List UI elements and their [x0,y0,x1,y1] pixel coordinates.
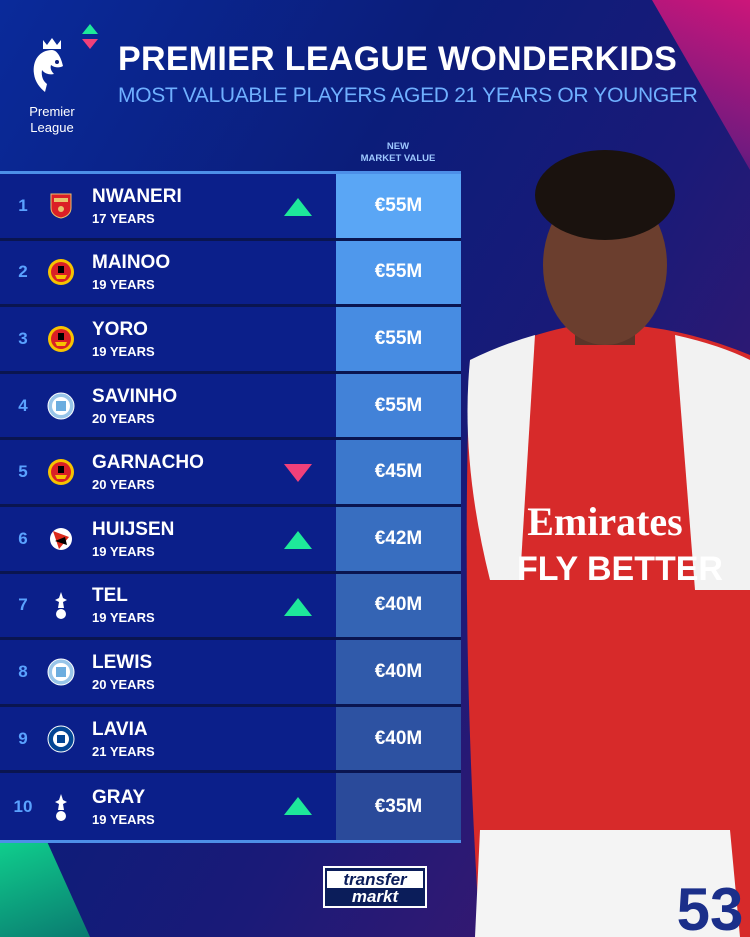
logo-text-2: League [30,120,74,135]
player-name: GRAY [92,786,146,808]
player-cell: 7 TEL 19 YEARS [0,573,336,638]
column-header-line-2: MARKET VALUE [360,153,436,164]
player-photo: Emirates FLY BETTER 53 [466,150,750,937]
manchester-united-crest-icon [46,257,76,287]
trend-down-icon [284,464,312,483]
rank: 6 [18,528,28,548]
bournemouth-crest-icon [46,524,76,554]
transfermarkt-logo: transfer markt [323,866,427,908]
rank: 3 [18,328,28,348]
trend-up-icon [284,198,312,216]
player-cell: 1 NWANERI 17 YEARS [0,174,336,238]
page-title: PREMIER LEAGUE WONDERKIDS [118,40,678,78]
market-value: €35M [336,773,461,840]
market-value: €42M [336,506,461,571]
table-row: 8 LEWIS 20 YEARS €40M [0,640,461,707]
player-age: 19 YEARS [92,277,155,293]
market-value: €55M [336,373,461,438]
table-row: 9 LAVIA 21 YEARS €40M [0,706,461,774]
ranking-table: 1 NWANERI 17 YEARS €55M 2 MAINOO 19 YEAR… [0,171,461,843]
brand-line-2: markt [351,887,399,906]
manchester-city-crest-icon [46,657,76,687]
manchester-united-crest-icon [46,457,76,487]
table-row: 1 NWANERI 17 YEARS €55M [0,174,461,241]
player-name: LAVIA [92,718,148,740]
market-value: €55M [336,174,461,238]
player-age: 21 YEARS [92,743,155,759]
player-age: 20 YEARS [92,410,155,426]
tottenham-crest-icon [46,590,76,620]
premier-league-logo: Premier League [22,36,82,135]
player-age: 19 YEARS [92,543,155,559]
player-cell: 9 LAVIA 21 YEARS [0,706,336,771]
table-row: 5 GARNACHO 20 YEARS €45M [0,440,461,507]
shirt-sponsor: Emirates [527,499,683,544]
trend-up-icon [284,797,312,816]
rank: 2 [18,262,28,282]
column-header-line-1: NEW [386,141,410,152]
manchester-city-crest-icon [46,391,76,421]
player-cell: 10 GRAY 19 YEARS [0,773,336,840]
page-subtitle: MOST VALUABLE PLAYERS AGED 21 YEARS OR Y… [118,84,698,107]
lion-icon [33,38,63,92]
player-age: 19 YEARS [92,610,155,626]
rank: 5 [18,462,28,482]
up-down-arrows-icon [82,24,98,49]
table-row: 4 SAVINHO 20 YEARS €55M [0,373,461,441]
trend-up-icon [284,597,312,616]
column-header-market-value: NEW MARKET VALUE [336,141,460,165]
market-value: €40M [336,573,461,638]
manchester-united-crest-icon [46,324,76,354]
player-cell: 6 HUIJSEN 19 YEARS [0,506,336,571]
player-cell: 2 MAINOO 19 YEARS [0,240,336,305]
player-name: HUIJSEN [92,518,175,540]
shirt-tagline: FLY BETTER [517,550,723,588]
rank: 8 [18,661,28,681]
trend-arrows-decoration [80,22,100,59]
player-age: 19 YEARS [92,343,155,359]
player-name: SAVINHO [92,385,178,407]
table-row: 3 YORO 19 YEARS €55M [0,307,461,374]
player-name: MAINOO [92,252,171,274]
player-age: 20 YEARS [92,676,155,692]
player-cell: 3 YORO 19 YEARS [0,307,336,371]
tottenham-crest-icon [46,792,76,822]
market-value: €55M [336,240,461,305]
market-value: €40M [336,640,461,704]
trend-up-icon [284,530,312,549]
market-value: €40M [336,706,461,771]
player-name: LEWIS [92,651,153,673]
table-row: 6 HUIJSEN 19 YEARS €42M [0,506,461,574]
player-age: 17 YEARS [92,210,155,226]
player-name: NWANERI [92,185,182,207]
background-accent-green [0,827,90,937]
table-row: 10 GRAY 19 YEARS €35M [0,773,461,840]
rank: 1 [18,195,28,215]
rank: 4 [18,395,28,415]
table-row: 7 TEL 19 YEARS €40M [0,573,461,641]
chelsea-crest-icon [46,724,76,754]
player-age: 20 YEARS [92,477,155,493]
player-cell: 5 GARNACHO 20 YEARS [0,440,336,504]
arsenal-crest-icon [46,191,76,221]
player-name: YORO [92,318,148,340]
rank: 7 [18,595,28,615]
player-name: TEL [92,585,128,607]
logo-text-1: Premier [29,104,75,119]
shirt-number: 53 [677,876,744,937]
player-cell: 8 LEWIS 20 YEARS [0,640,336,704]
player-name: GARNACHO [92,452,204,474]
player-age: 19 YEARS [92,811,155,827]
rank: 10 [13,796,33,816]
brand-line-1: transfer [327,871,423,888]
table-row: 2 MAINOO 19 YEARS €55M [0,240,461,308]
rank: 9 [18,728,28,748]
market-value: €55M [336,307,461,371]
player-cell: 4 SAVINHO 20 YEARS [0,373,336,438]
market-value: €45M [336,440,461,504]
